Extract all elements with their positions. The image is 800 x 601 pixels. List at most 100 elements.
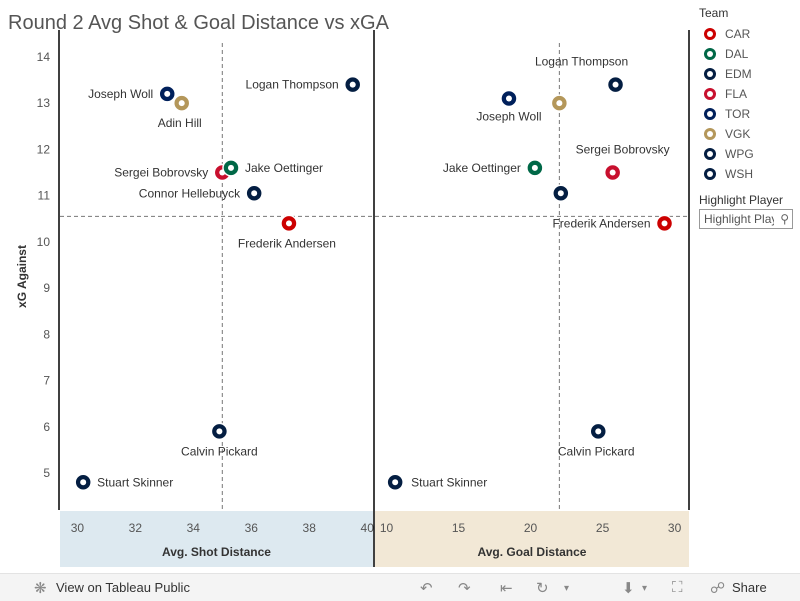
x-tick-label: 25: [596, 521, 610, 535]
goalie-point-center: [392, 479, 399, 486]
x-tick-label: 38: [303, 521, 317, 535]
download-icon[interactable]: ⬇: [622, 580, 635, 597]
point-label: Joseph Woll: [88, 87, 153, 101]
view-on-tableau-link[interactable]: View on Tableau Public: [56, 580, 190, 595]
legend-item-wsh[interactable]: WSH: [699, 164, 799, 184]
goalie-point-center: [349, 81, 356, 88]
legend-label: WPG: [725, 147, 754, 161]
point-label: Jake Oettinger: [245, 161, 323, 175]
download-menu-chevron-icon[interactable]: ▾: [642, 583, 648, 594]
point-label: Joseph Woll: [476, 109, 541, 123]
goalie-point-center: [609, 169, 616, 176]
search-icon: ⚲: [780, 212, 789, 226]
legend-item-dal[interactable]: DAL: [699, 44, 799, 64]
x-tick-label: 30: [71, 521, 85, 535]
x-axis-band: [60, 511, 373, 567]
goalie-point-center: [612, 81, 619, 88]
share-icon[interactable]: ☍: [710, 580, 726, 597]
x-tick-label: 32: [129, 521, 143, 535]
goalie-point-center: [557, 190, 564, 197]
share-button[interactable]: Share: [732, 580, 767, 595]
legend-item-car[interactable]: CAR: [699, 24, 799, 44]
point-label: Stuart Skinner: [411, 475, 487, 489]
jets-logo-icon: [703, 147, 717, 161]
goalie-point-center: [251, 190, 258, 197]
goalie-point-center: [505, 95, 512, 102]
point-label: Stuart Skinner: [97, 475, 173, 489]
legend-label: EDM: [725, 67, 752, 81]
legend-label: CAR: [725, 27, 751, 41]
maple-leafs-logo-icon: [703, 107, 717, 121]
point-label: Calvin Pickard: [558, 444, 635, 458]
x-tick-label: 15: [452, 521, 466, 535]
legend-label: WSH: [725, 167, 753, 181]
x-tick-label: 40: [361, 521, 375, 535]
scatter-chart: xG Against 5 6 7 8 9 10 11 12 13 14 30 32 34 36 38 40 Avg…: [15, 30, 690, 567]
y-tick-label: 10: [37, 235, 51, 249]
refresh-icon[interactable]: ↻: [536, 580, 549, 597]
redo-icon[interactable]: ↷: [458, 580, 471, 597]
stars-logo-icon: [703, 47, 717, 61]
x-tick-label: 10: [380, 521, 394, 535]
goalie-point-center: [178, 100, 185, 107]
point-label: Jake Oettinger: [443, 161, 521, 175]
point-label: Frederik Andersen: [238, 236, 336, 250]
x-tick-label: 20: [524, 521, 538, 535]
golden-knights-logo-icon: [703, 127, 717, 141]
x-axis-band: [375, 511, 689, 567]
y-tick-label: 5: [43, 466, 50, 480]
chart-title: Round 2 Avg Shot & Goal Distance vs xGA: [8, 12, 389, 34]
point-label: Sergei Bobrovsky: [114, 165, 208, 179]
legend-item-vgk[interactable]: VGK: [699, 124, 799, 144]
y-tick-label: 14: [37, 50, 51, 64]
x-axis-label: Avg. Shot Distance: [162, 545, 271, 559]
y-tick-label: 11: [38, 189, 51, 203]
team-legend: Team CAR DAL EDM FLA TOR VGK WPG WSH: [699, 6, 799, 184]
fullscreen-icon[interactable]: ⛶: [672, 579, 683, 596]
goalie-point-center: [531, 164, 538, 171]
goalie-point-center: [216, 428, 223, 435]
goalie-point-center: [595, 428, 602, 435]
point-label: Adin Hill: [158, 116, 202, 130]
goalie-point-center: [227, 164, 234, 171]
goalie-point-center: [164, 90, 171, 97]
point-label: Sergei Bobrovsky: [576, 142, 670, 156]
point-label: Calvin Pickard: [181, 444, 258, 458]
goalie-point-center: [80, 479, 87, 486]
y-tick-label: 13: [37, 96, 51, 110]
y-tick-label: 6: [43, 420, 50, 434]
goalie-point-center: [556, 100, 563, 107]
legend-label: TOR: [725, 107, 751, 121]
x-axis-label: Avg. Goal Distance: [478, 545, 587, 559]
goalie-point-center: [285, 220, 292, 227]
legend-title: Team: [699, 6, 729, 20]
y-tick-label: 8: [43, 327, 50, 341]
legend-item-edm[interactable]: EDM: [699, 64, 799, 84]
y-tick-label: 9: [43, 281, 50, 295]
revert-icon[interactable]: ⇤: [500, 580, 513, 597]
x-tick-label: 36: [245, 521, 259, 535]
legend-label: FLA: [725, 87, 748, 101]
point-label: Connor Hellebuyck: [139, 186, 241, 200]
highlight-player-input[interactable]: Highlight Player ⚲: [699, 209, 793, 229]
legend-item-fla[interactable]: FLA: [699, 84, 799, 104]
y-tick-label: 7: [43, 374, 50, 388]
refresh-menu-chevron-icon[interactable]: ▾: [564, 583, 570, 594]
x-tick-label: 30: [668, 521, 682, 535]
legend-label: VGK: [725, 127, 751, 141]
point-label: Frederik Andersen: [552, 216, 650, 230]
legend-item-wpg[interactable]: WPG: [699, 144, 799, 164]
tableau-footer: ❋ View on Tableau Public ↶ ↷ ⇤ ↻ ▾ ⬇ ▾ ⛶…: [0, 573, 800, 601]
legend-item-tor[interactable]: TOR: [699, 104, 799, 124]
panthers-logo-icon: [703, 87, 717, 101]
y-tick-label: 12: [37, 142, 51, 156]
capitals-logo-icon: [703, 167, 717, 181]
goalie-point-center: [661, 220, 668, 227]
x-tick-label: 34: [187, 521, 201, 535]
hurricanes-logo-icon: [703, 27, 717, 41]
legend-label: DAL: [725, 47, 749, 61]
highlight-player-label: Highlight Player: [699, 193, 784, 207]
highlight-player-placeholder: Highlight Player: [704, 212, 774, 226]
point-label: Logan Thompson: [535, 55, 628, 69]
undo-icon[interactable]: ↶: [420, 580, 433, 597]
